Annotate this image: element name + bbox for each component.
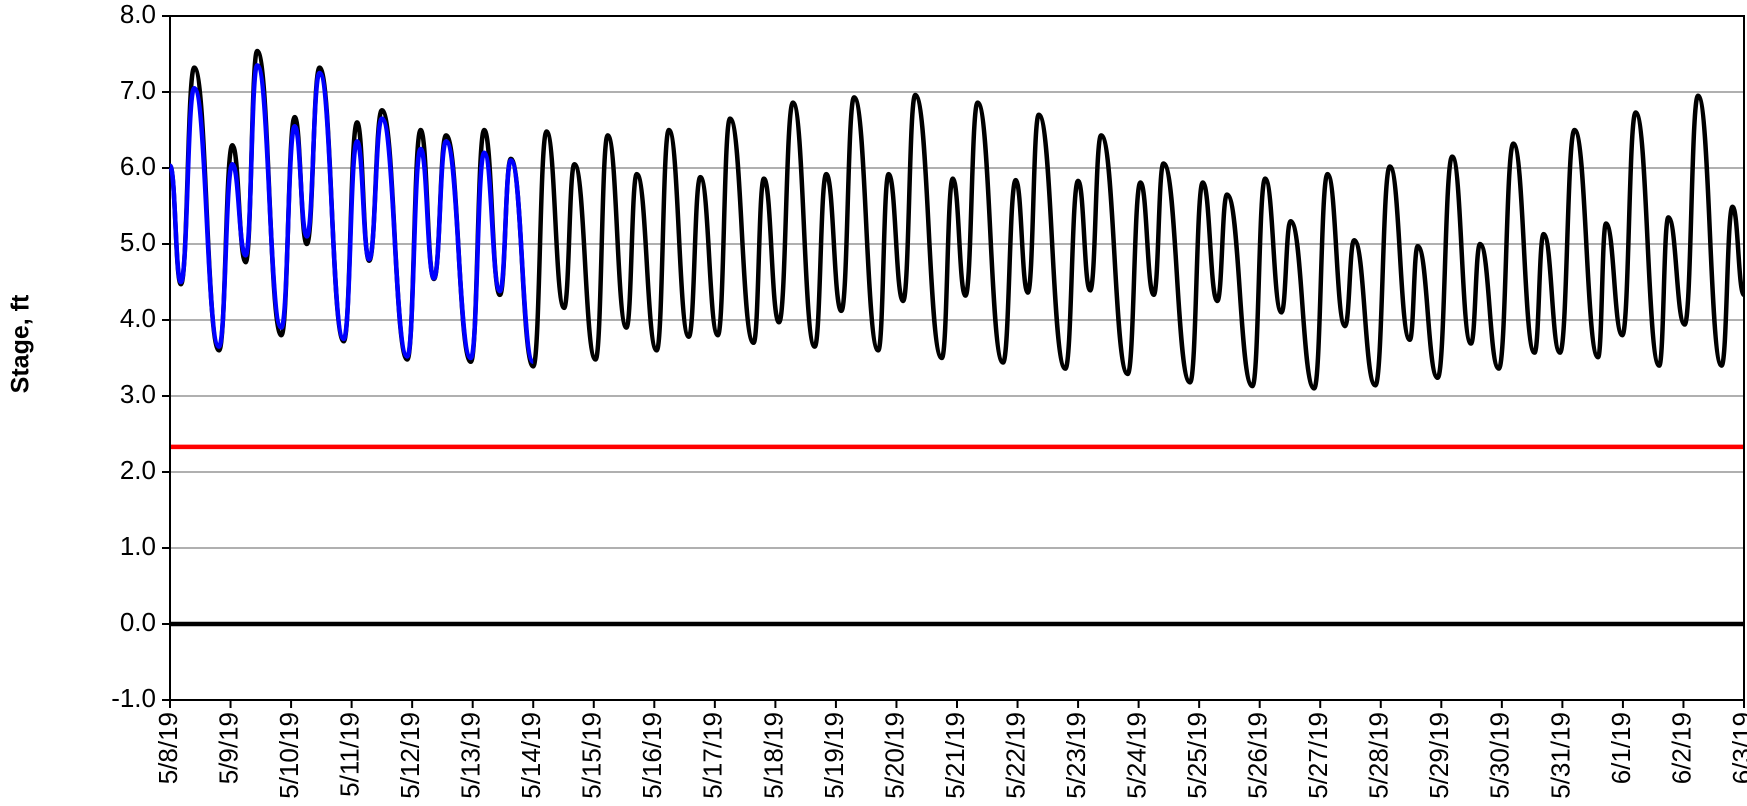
x-tick-label: 5/13/19: [456, 712, 486, 799]
x-tick-label: 5/17/19: [698, 712, 728, 799]
x-tick-label: 5/26/19: [1243, 712, 1273, 799]
x-tick-label: 5/24/19: [1121, 712, 1151, 799]
x-tick-label: 5/22/19: [1000, 712, 1030, 799]
x-tick-label: 5/23/19: [1061, 712, 1091, 799]
x-tick-label: 5/9/19: [213, 712, 243, 784]
x-tick-label: 5/15/19: [577, 712, 607, 799]
y-tick-label: 5.0: [120, 227, 156, 257]
x-tick-label: 5/19/19: [819, 712, 849, 799]
x-tick-label: 5/16/19: [637, 712, 667, 799]
x-tick-label: 5/14/19: [516, 712, 546, 799]
y-tick-label: 7.0: [120, 75, 156, 105]
x-tick-label: 6/3/19: [1727, 712, 1747, 784]
x-tick-label: 5/29/19: [1424, 712, 1454, 799]
y-tick-label: 2.0: [120, 455, 156, 485]
x-tick-label: 6/1/19: [1606, 712, 1636, 784]
series-line: [167, 48, 1747, 391]
x-tick-label: 5/25/19: [1182, 712, 1212, 799]
x-tick-label: 5/12/19: [395, 712, 425, 799]
y-tick-label: 8.0: [120, 0, 156, 29]
x-tick-label: 5/21/19: [940, 712, 970, 799]
series-line: [167, 63, 536, 365]
x-tick-label: 5/30/19: [1485, 712, 1515, 799]
x-tick-label: 5/31/19: [1545, 712, 1575, 799]
y-tick-label: 3.0: [120, 379, 156, 409]
y-tick-label: 6.0: [120, 151, 156, 181]
x-tick-label: 5/11/19: [334, 712, 364, 797]
x-tick-label: 5/20/19: [879, 712, 909, 799]
y-axis-label: Stage, ft: [7, 294, 35, 393]
x-tick-label: 5/27/19: [1303, 712, 1333, 799]
y-tick-label: 0.0: [120, 607, 156, 637]
y-tick-label: 4.0: [120, 303, 156, 333]
x-tick-label: 5/18/19: [758, 712, 788, 799]
x-tick-label: 5/28/19: [1364, 712, 1394, 799]
x-tick-label: 5/8/19: [153, 712, 183, 784]
x-tick-label: 5/10/19: [274, 712, 304, 799]
y-tick-label: -1.0: [111, 683, 156, 713]
y-tick-label: 1.0: [120, 531, 156, 561]
x-tick-label: 6/2/19: [1666, 712, 1696, 784]
plot-frame: [169, 15, 1745, 701]
